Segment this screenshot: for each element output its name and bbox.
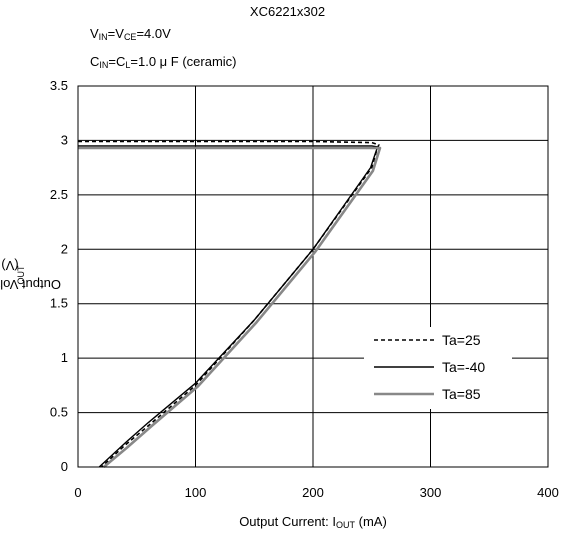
y-tick-label: 0 xyxy=(61,459,68,474)
legend-label: Ta=85 xyxy=(442,386,481,402)
x-tick-label: 0 xyxy=(74,485,81,500)
plot-border xyxy=(77,85,549,468)
x-tick-label: 300 xyxy=(420,485,442,500)
series-line xyxy=(78,145,379,468)
series-lines xyxy=(78,140,382,468)
y-tick-label: 0.5 xyxy=(50,405,68,420)
legend-label: Ta=-40 xyxy=(442,359,485,375)
y-tick-label: 2 xyxy=(61,241,68,256)
y-tick-label: 1 xyxy=(61,350,68,365)
legend-label: Ta=25 xyxy=(442,332,481,348)
y-tick-label: 2.5 xyxy=(50,187,68,202)
chart-title: XC6221x302 xyxy=(249,4,326,19)
y-tick-label: 3 xyxy=(61,132,68,147)
condition-voltage: VIN=VCE=4.0V xyxy=(90,26,171,42)
series-line xyxy=(78,146,382,468)
x-tick-label: 200 xyxy=(302,485,324,500)
legend: Ta=25 Ta=-40 Ta=85 xyxy=(364,327,512,409)
y-tick-label: 1.5 xyxy=(50,296,68,311)
legend-background xyxy=(364,327,512,409)
y-tick-labels: 0 0.5 1 1.5 2 2.5 3 3.5 xyxy=(50,78,68,474)
condition-capacitance: CIN=CL=1.0 μ F (ceramic) xyxy=(90,54,237,70)
x-tick-label: 100 xyxy=(185,485,207,500)
x-tick-labels: 0 100 200 300 400 xyxy=(74,485,558,500)
x-tick-label: 400 xyxy=(537,485,559,500)
series-line xyxy=(78,140,380,468)
x-axis-label: Output Current: IOUT (mA) xyxy=(239,514,387,530)
y-tick-label: 3.5 xyxy=(50,78,68,93)
